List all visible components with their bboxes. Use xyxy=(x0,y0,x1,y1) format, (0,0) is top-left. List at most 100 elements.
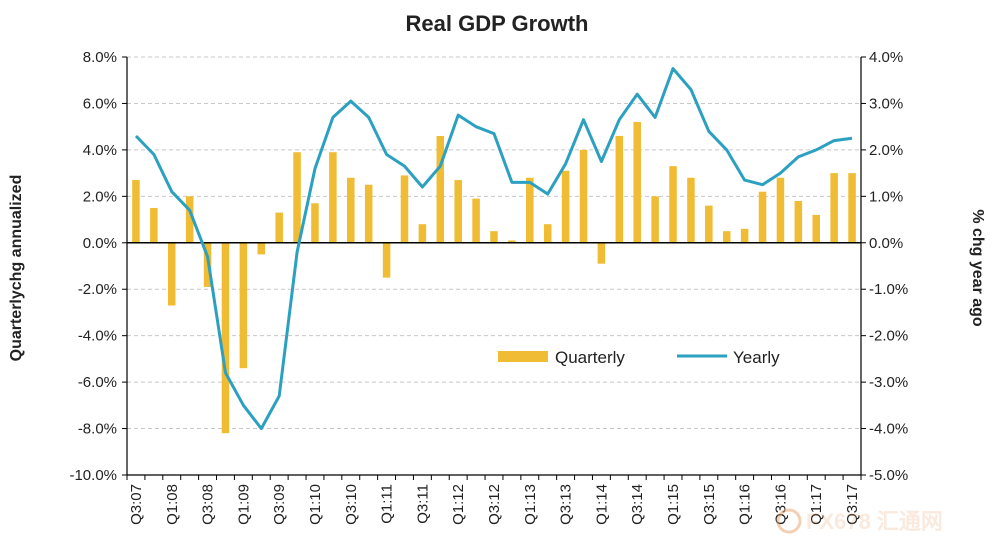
watermark-logo-icon xyxy=(776,508,802,534)
bar-Q2:12 xyxy=(472,198,480,243)
bar-Q3:10 xyxy=(347,177,355,243)
right-tick-label: 3.0% xyxy=(869,95,903,112)
x-tick-label: Q1:08 xyxy=(164,484,181,525)
quarterly-bars xyxy=(132,122,856,434)
legend: Quarterly Yearly xyxy=(498,348,780,367)
legend-quarterly-swatch xyxy=(498,351,548,362)
right-tick-label: 2.0% xyxy=(869,142,903,159)
bar-Q4:08 xyxy=(221,242,230,434)
bar-Q3:14 xyxy=(633,122,641,243)
x-tick-label: Q1:11 xyxy=(379,484,396,524)
bar-Q3:11 xyxy=(418,224,427,243)
bar-Q2:16 xyxy=(758,191,767,243)
x-tick-label: Q3:08 xyxy=(200,484,217,525)
bar-Q1:14 xyxy=(597,242,606,264)
right-tick-label: 0.0% xyxy=(869,235,903,252)
bar-Q3:12 xyxy=(490,231,498,243)
bar-Q4:12 xyxy=(508,240,516,243)
bar-Q1:09 xyxy=(239,242,248,369)
bar-Q4:11 xyxy=(436,135,445,243)
right-tick-label: 4.0% xyxy=(869,49,903,66)
bar-Q3:07 xyxy=(132,180,140,243)
right-y-ticks: 4.0% 3.0% 2.0% 1.0% 0.0% -1.0% -2.0% -3.0% -4.0%… xyxy=(861,49,908,484)
x-tick-label: Q3:13 xyxy=(558,484,575,525)
bar-Q2:11 xyxy=(400,175,409,243)
right-tick-label: -3.0% xyxy=(869,374,908,391)
bar-Q4:14 xyxy=(651,196,659,243)
bar-Q1:08 xyxy=(167,242,176,306)
x-tick-label: Q3:10 xyxy=(343,484,360,525)
chart-title: Real GDP Growth xyxy=(406,11,589,36)
x-tick-label: Q1:16 xyxy=(737,484,754,525)
bar-Q4:10 xyxy=(364,184,373,243)
bar-Q3:17 xyxy=(848,173,856,243)
bar-Q1:10 xyxy=(311,203,319,243)
right-tick-label: -5.0% xyxy=(869,467,908,484)
bar-Q2:09 xyxy=(257,242,266,255)
x-tick-label: Q3:09 xyxy=(271,484,288,525)
bar-Q2:08 xyxy=(185,196,194,243)
bar-Q1:13 xyxy=(526,177,534,243)
bar-Q4:07 xyxy=(150,207,158,243)
bar-Q4:13 xyxy=(579,149,588,243)
x-tick-label: Q3:14 xyxy=(629,484,646,525)
left-tick-label: -10.0% xyxy=(69,467,117,484)
bar-Q2:15 xyxy=(687,177,695,243)
legend-yearly-label: Yearly xyxy=(733,348,780,367)
x-tick-label: Q3:17 xyxy=(844,484,861,525)
grid-lines xyxy=(127,56,861,476)
right-tick-label: -2.0% xyxy=(869,328,908,345)
x-tick-label: Q1:12 xyxy=(450,484,467,525)
yearly-line-group xyxy=(134,67,853,431)
x-ticks: Q3:07 Q1:08 Q3:08 Q1:09 Q3:09 Q1:10 Q3:10 Q1:11… xyxy=(126,475,862,525)
bar-Q1:12 xyxy=(454,180,462,243)
x-tick-label: Q1:14 xyxy=(593,484,610,525)
right-tick-label: 1.0% xyxy=(869,188,903,205)
right-tick-label: -1.0% xyxy=(869,281,908,298)
x-tick-label: Q1:09 xyxy=(235,484,252,525)
bar-Q4:16 xyxy=(794,200,803,243)
left-tick-label: -4.0% xyxy=(78,328,117,345)
bar-Q3:16 xyxy=(776,177,785,243)
left-tick-label: -2.0% xyxy=(78,281,117,298)
x-tick-label: Q3:11 xyxy=(414,484,431,524)
left-tick-label: 0.0% xyxy=(83,235,117,252)
x-tick-label: Q1:10 xyxy=(307,484,324,525)
bar-Q2:17 xyxy=(830,173,838,243)
bar-Q1:17 xyxy=(812,214,821,243)
bar-Q3:09 xyxy=(275,212,283,243)
bar-Q3:13 xyxy=(561,170,570,243)
x-tick-label: Q3:07 xyxy=(128,484,145,525)
right-axis-label: % chg year ago xyxy=(969,209,986,327)
left-tick-label: 2.0% xyxy=(83,188,117,205)
legend-quarterly-label: Quarterly xyxy=(555,348,625,367)
bar-Q3:15 xyxy=(705,205,713,243)
x-tick-label: Q1:13 xyxy=(522,484,539,525)
bar-Q4:09 xyxy=(293,152,301,243)
yearly-line xyxy=(134,67,853,431)
left-tick-label: -8.0% xyxy=(78,421,117,438)
x-tick-label: Q3:12 xyxy=(486,484,503,525)
bar-Q1:11 xyxy=(382,242,391,278)
x-tick-label: Q1:15 xyxy=(665,484,682,525)
left-tick-label: 4.0% xyxy=(83,142,117,159)
bar-Q2:13 xyxy=(543,224,552,243)
left-tick-label: 8.0% xyxy=(83,49,117,66)
x-tick-label: Q1:17 xyxy=(808,484,825,525)
bar-Q2:10 xyxy=(329,152,337,243)
x-tick-label: Q3:15 xyxy=(701,484,718,525)
left-y-ticks: 8.0% 6.0% 4.0% 2.0% 0.0% -2.0% -4.0% -6.0% -8.0%… xyxy=(69,49,127,484)
left-tick-label: -6.0% xyxy=(78,374,117,391)
bar-Q4:15 xyxy=(722,231,731,243)
watermark-text: FX678 汇通网 xyxy=(806,509,943,534)
right-tick-label: -4.0% xyxy=(869,421,908,438)
left-tick-label: 6.0% xyxy=(83,95,117,112)
bar-Q1:16 xyxy=(740,228,749,243)
watermark: FX678 汇通网 xyxy=(776,508,943,534)
x-tick-label: Q3:16 xyxy=(772,484,789,525)
bar-Q2:14 xyxy=(615,135,624,243)
plot-frame xyxy=(126,57,862,476)
left-axis-label: Quarterlychg annualized xyxy=(8,175,25,362)
bar-Q1:15 xyxy=(669,166,677,243)
